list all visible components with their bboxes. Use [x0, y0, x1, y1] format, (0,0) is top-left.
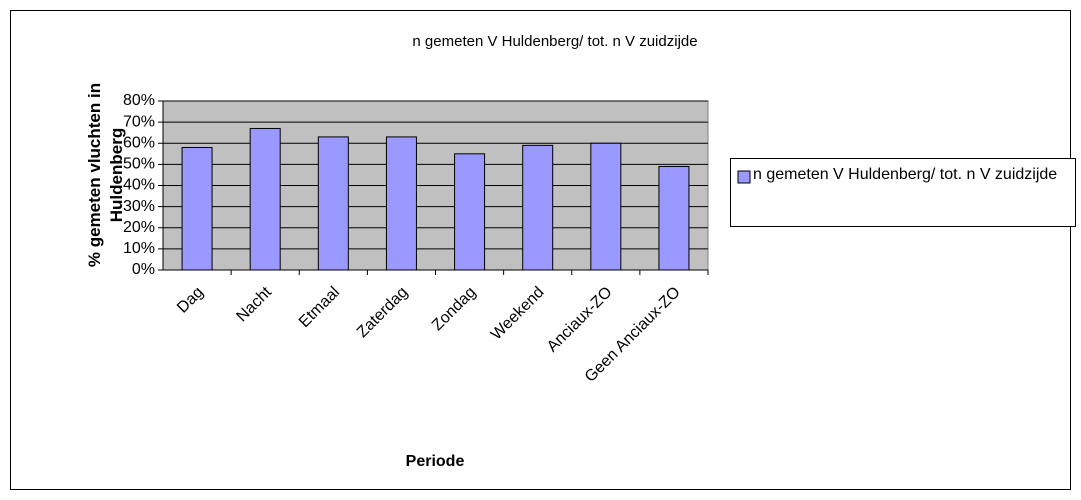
bar	[522, 144, 554, 271]
legend-label-text: n gemeten V Huldenberg/ tot. n V zuidzij…	[753, 166, 1058, 183]
bar	[385, 136, 417, 271]
bar	[181, 146, 213, 271]
y-axis-title-text: % gemeten vluchten in Huldenberg	[85, 82, 126, 268]
x-axis-title: Periode	[406, 453, 465, 470]
bar	[454, 153, 486, 271]
legend-swatch	[737, 170, 751, 184]
legend-box	[730, 158, 1076, 227]
bar	[658, 165, 690, 271]
y-tick-label: 40%	[123, 177, 155, 194]
y-tick-label: 10%	[123, 240, 155, 257]
y-tick-label: 30%	[123, 198, 155, 215]
y-tick-label: 50%	[123, 156, 155, 173]
y-tick-label: 20%	[123, 219, 155, 236]
chart-title: n gemeten V Huldenberg/ tot. n V zuidzij…	[412, 33, 697, 50]
legend-label: n gemeten V Huldenberg/ tot. n V zuidzij…	[753, 166, 1058, 183]
bar	[590, 142, 622, 271]
bar	[317, 136, 349, 271]
y-tick-label: 80%	[123, 92, 155, 109]
bar	[249, 127, 281, 271]
y-tick-label: 70%	[123, 113, 155, 130]
y-tick-label: 60%	[123, 134, 155, 151]
y-axis-title: % gemeten vluchten in Huldenberg	[85, 82, 126, 268]
y-tick-label: 0%	[132, 261, 155, 278]
